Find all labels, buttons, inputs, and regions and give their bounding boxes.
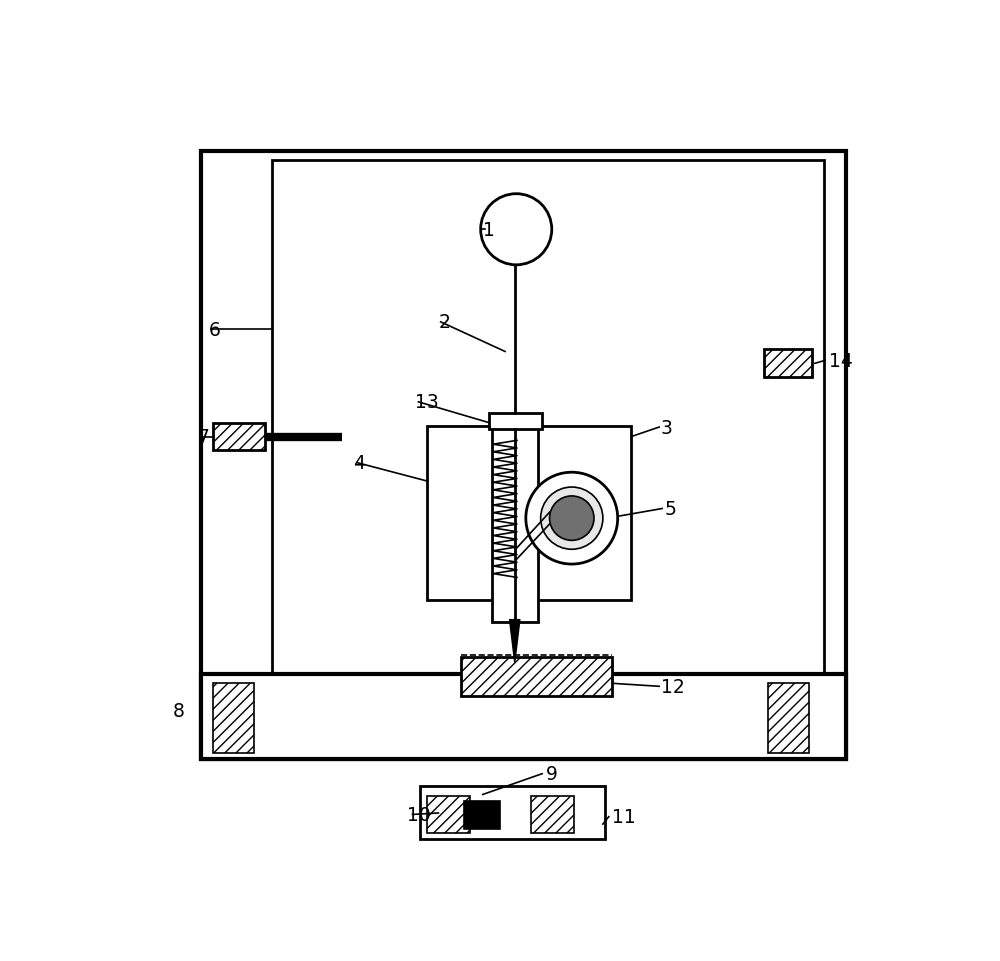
Text: 3: 3 bbox=[661, 418, 673, 437]
Text: 1: 1 bbox=[483, 220, 495, 239]
Bar bbox=[427, 796, 470, 833]
Circle shape bbox=[526, 473, 618, 564]
Bar bbox=[213, 683, 254, 753]
Bar bbox=[213, 424, 265, 451]
Bar bbox=[272, 161, 824, 748]
Text: 9: 9 bbox=[546, 764, 558, 783]
Text: 10: 10 bbox=[407, 805, 431, 825]
Text: 12: 12 bbox=[661, 678, 684, 696]
Text: 14: 14 bbox=[829, 352, 853, 371]
Bar bbox=[201, 153, 846, 759]
Circle shape bbox=[481, 194, 552, 265]
Bar bbox=[461, 657, 612, 696]
Circle shape bbox=[550, 497, 594, 541]
Text: 8: 8 bbox=[173, 702, 185, 721]
Bar bbox=[420, 786, 605, 839]
Text: 4: 4 bbox=[353, 454, 365, 473]
Text: 11: 11 bbox=[612, 807, 636, 826]
Text: 6: 6 bbox=[209, 320, 221, 339]
Text: 5: 5 bbox=[664, 500, 676, 519]
Text: 13: 13 bbox=[415, 393, 438, 412]
Text: 2: 2 bbox=[438, 313, 450, 332]
Bar bbox=[201, 674, 846, 759]
Bar bbox=[492, 424, 538, 622]
Bar bbox=[768, 683, 809, 753]
Polygon shape bbox=[510, 620, 520, 663]
Bar bbox=[489, 413, 542, 430]
Bar bbox=[764, 350, 812, 378]
Bar bbox=[427, 426, 631, 600]
Bar bbox=[464, 801, 500, 829]
Text: 7: 7 bbox=[198, 428, 210, 447]
Bar bbox=[531, 796, 574, 833]
Circle shape bbox=[541, 487, 603, 550]
